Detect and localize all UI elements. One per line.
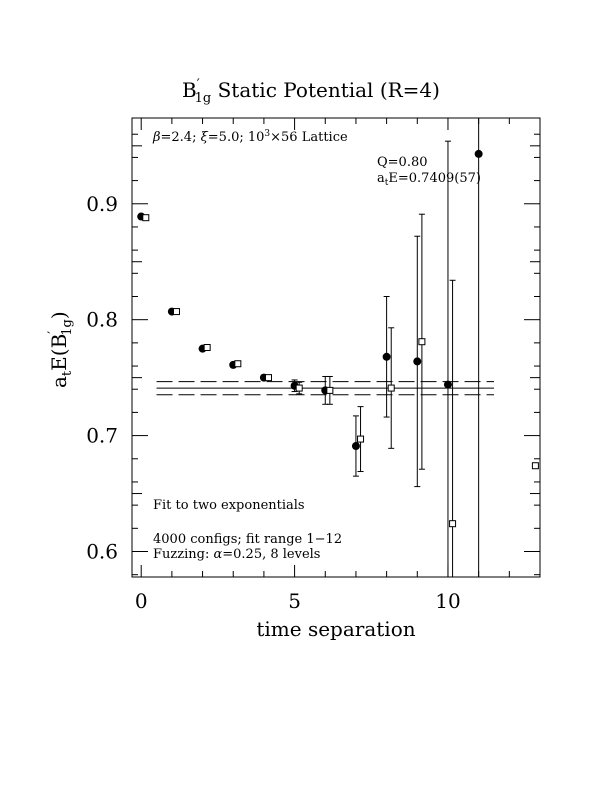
data-point-square [531, 462, 539, 470]
ylabel-subscript-t: t [60, 370, 75, 376]
lattice-annotation: β=2.4; ξ=5.0; 103×56 Lattice [152, 129, 348, 145]
fuzzing-text-a: Fuzzing: [153, 547, 213, 562]
title-main: B [182, 78, 197, 102]
lattice-exponent: 3 [264, 129, 270, 139]
chart-title: B′ 1g Static Potential (R=4) [182, 77, 440, 106]
data-point-square [203, 344, 211, 351]
x-axis-label: time separation [256, 617, 415, 641]
lattice-beta: β [152, 130, 161, 145]
y-axis-label: atE(B′1g) [46, 311, 75, 388]
data-point-square [326, 386, 334, 394]
fuzzing-alpha: α [213, 547, 222, 562]
ylabel-main: a [47, 376, 71, 388]
lattice-text-b: =5.0; 10 [208, 130, 265, 145]
ylabel-prime: ′ [46, 331, 61, 334]
data-point-square [387, 384, 395, 392]
data-point-circle [382, 352, 391, 361]
lattice-text-a: =2.4; [161, 130, 201, 145]
data-point-square [234, 360, 242, 368]
q-value-annotation: Q=0.80 [377, 155, 428, 170]
x-tick-label: 0 [135, 589, 148, 613]
fuzzing-text-b: =0.25, 8 levels [222, 547, 320, 562]
y-tick-labels: 0.6 0.7 0.8 0.9 [86, 192, 118, 564]
plot-frame [131, 117, 541, 578]
fuzzing-annotation: Fuzzing: α=0.25, 8 levels [153, 547, 320, 562]
title-rest: Static Potential (R=4) [211, 78, 440, 102]
data-point-circle [443, 380, 452, 389]
x-tick-label: 5 [288, 589, 301, 613]
ylabel-end: ) [47, 311, 71, 319]
data-point-circle [351, 442, 360, 451]
fit-annotation: Fit to two exponentials [153, 498, 305, 513]
y-tick-label: 0.9 [86, 192, 118, 216]
energy-value: E=0.7409(57) [388, 171, 481, 186]
y-tick-label: 0.7 [86, 424, 118, 448]
x-tick-labels: 0 5 10 [135, 589, 461, 613]
lattice-text-c: ×56 Lattice [270, 130, 348, 145]
axis-ticks [132, 118, 541, 577]
lattice-xi: ξ [201, 130, 209, 145]
data-point-square [449, 520, 457, 528]
configs-annotation: 4000 configs; fit range 1−12 [153, 532, 342, 547]
title-subscript: 1g [195, 91, 212, 106]
data-point-circle [413, 357, 422, 366]
data-point-square [172, 308, 180, 316]
data-point-square [418, 338, 426, 346]
ylabel-subscript: 1g [60, 319, 75, 336]
energy-annotation: atE=0.7409(57) [377, 171, 481, 188]
energy-a: a [377, 171, 385, 186]
energy-subscript-t: t [385, 178, 389, 188]
data-point-square [295, 384, 303, 392]
data-point-square [357, 435, 365, 443]
x-tick-label: 10 [435, 589, 460, 613]
data-point-circle [474, 149, 483, 158]
y-tick-label: 0.6 [86, 540, 118, 564]
ylabel-mid: E(B [47, 334, 71, 371]
data-point-square [265, 374, 273, 382]
data-marks [137, 118, 539, 577]
title-prime: ′ [197, 77, 200, 92]
data-point-square [142, 214, 150, 222]
y-tick-label: 0.8 [86, 308, 118, 332]
